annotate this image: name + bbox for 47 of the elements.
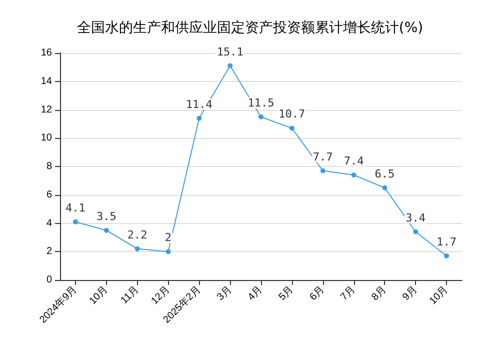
x-tick-label: 11月: [119, 284, 142, 306]
point: [196, 116, 202, 121]
data-label: 4.1: [66, 201, 86, 214]
data-label: 6.5: [374, 167, 395, 180]
x-tick-label: 4月: [246, 284, 265, 303]
y-tick-label: 2: [46, 246, 52, 258]
data-label: 7.7: [312, 150, 333, 164]
data-label: 15.1: [216, 45, 244, 58]
point: [134, 246, 140, 252]
y-tick-label: 4: [46, 218, 52, 229]
point: [228, 63, 233, 68]
data-label: 3.5: [96, 210, 116, 223]
x-tick-label: 5月: [277, 284, 296, 303]
x-tick-label: 10月: [428, 284, 450, 307]
y-tick-label: 16: [40, 48, 52, 58]
y-tick-label: 14: [40, 76, 52, 87]
data-label: 2.2: [127, 228, 148, 242]
data-label: 11.4: [186, 98, 213, 111]
x-tick-label: 6月: [308, 284, 327, 303]
point: [413, 229, 418, 234]
data-label: 11.5: [248, 96, 274, 110]
data-label: 3.4: [406, 211, 426, 224]
x-tick-label: 7月: [338, 284, 358, 303]
y-tick-label: 6: [46, 189, 52, 200]
x-tick-label: 10月: [88, 284, 110, 307]
data-label: 7.4: [344, 154, 364, 168]
data-label: 2: [164, 231, 172, 244]
x-tick-label: 3月: [215, 284, 234, 303]
y-tick-label: 0: [46, 274, 52, 286]
point: [382, 185, 388, 190]
data-label: 1.7: [436, 235, 456, 248]
y-tick-label: 8: [46, 161, 52, 172]
y-tick-label: 12: [40, 104, 52, 116]
point: [258, 114, 264, 120]
chart-title: 全国水的生产和供应业固定资产投资额累计增长统计(%): [76, 20, 424, 36]
y-tick-label: 10: [40, 132, 52, 144]
point: [104, 228, 109, 233]
point: [351, 172, 356, 178]
point: [320, 168, 326, 174]
x-tick-label: 9月: [400, 284, 420, 303]
point: [72, 219, 78, 224]
point: [444, 253, 450, 258]
point: [166, 249, 171, 254]
x-tick-label: 12月: [149, 284, 172, 307]
x-tick-label: 8月: [370, 284, 389, 303]
point: [289, 126, 294, 131]
data-label: 10.7: [278, 108, 306, 121]
